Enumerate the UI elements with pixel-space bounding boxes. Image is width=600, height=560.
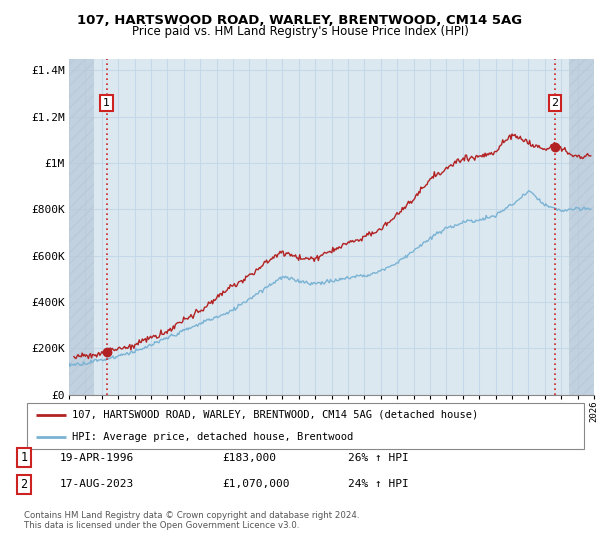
Point [550,142,560,151]
Point [102,348,112,357]
Text: 107, HARTSWOOD ROAD, WARLEY, BRENTWOOD, CM14 5AG (detached house): 107, HARTSWOOD ROAD, WARLEY, BRENTWOOD, … [72,410,478,420]
Text: £1,070,000: £1,070,000 [222,479,290,489]
FancyBboxPatch shape [27,404,584,449]
Text: Contains HM Land Registry data © Crown copyright and database right 2024.
This d: Contains HM Land Registry data © Crown c… [24,511,359,530]
Text: 26% ↑ HPI: 26% ↑ HPI [348,452,409,463]
Bar [69,59,94,395]
Text: 19-APR-1996: 19-APR-1996 [60,452,134,463]
Text: 1: 1 [20,451,28,464]
Text: Price paid vs. HM Land Registry's House Price Index (HPI): Price paid vs. HM Land Registry's House … [131,25,469,38]
Text: 24% ↑ HPI: 24% ↑ HPI [348,479,409,489]
Text: 2: 2 [20,478,28,491]
Text: 2: 2 [551,98,559,108]
Bar [569,59,594,395]
Text: HPI: Average price, detached house, Brentwood: HPI: Average price, detached house, Bren… [72,432,353,442]
Text: 17-AUG-2023: 17-AUG-2023 [60,479,134,489]
Text: 107, HARTSWOOD ROAD, WARLEY, BRENTWOOD, CM14 5AG: 107, HARTSWOOD ROAD, WARLEY, BRENTWOOD, … [77,14,523,27]
Text: £183,000: £183,000 [222,452,276,463]
Text: 1: 1 [103,98,110,108]
